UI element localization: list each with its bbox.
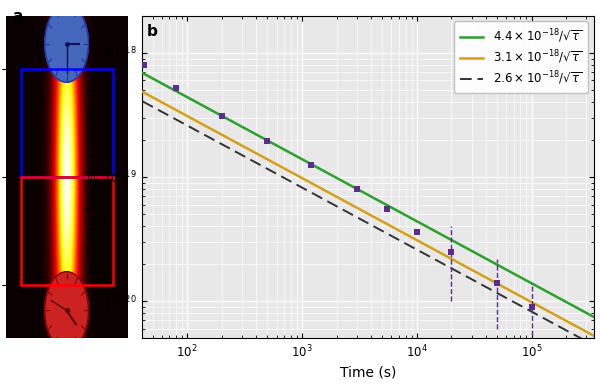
- Text: b: b: [147, 24, 158, 39]
- Legend: $4.4 \times 10^{-18}/\sqrt{\tau}$, $3.1 \times 10^{-18}/\sqrt{\tau}$, $2.6 \time: $4.4 \times 10^{-18}/\sqrt{\tau}$, $3.1 …: [454, 21, 588, 93]
- Circle shape: [45, 5, 88, 82]
- Y-axis label: Fractional frequency uncertainty: Fractional frequency uncertainty: [86, 81, 98, 273]
- Text: a: a: [12, 9, 22, 24]
- Circle shape: [45, 272, 88, 349]
- Bar: [20, 69, 113, 177]
- Bar: [20, 177, 113, 285]
- X-axis label: Time (s): Time (s): [340, 365, 396, 379]
